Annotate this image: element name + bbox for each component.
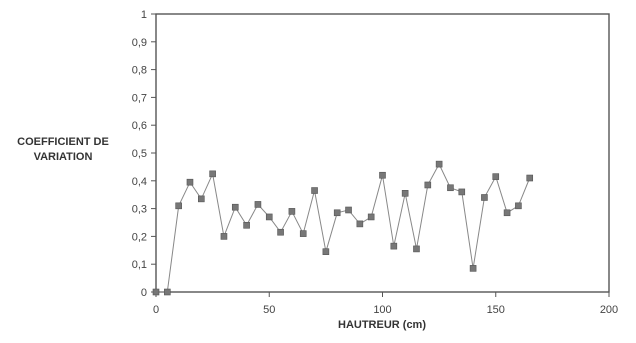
- data-point: [435, 160, 443, 168]
- y-tick-label: 0,2: [132, 231, 147, 243]
- y-tick-label: 0,1: [132, 259, 147, 271]
- data-point: [333, 209, 341, 217]
- data-point: [265, 213, 273, 221]
- data-point: [515, 202, 522, 210]
- y-tick-label: 0,7: [132, 92, 147, 104]
- y-tick-label: 0,6: [132, 120, 147, 132]
- data-point: [231, 203, 239, 211]
- plot-frame: [155, 13, 610, 293]
- data-point: [175, 202, 182, 210]
- data-point: [401, 190, 409, 197]
- y-axis-label-line: COEFFICIENT DE: [17, 136, 109, 148]
- y-axis-label: COEFFICIENT DE VARIATION: [17, 136, 109, 163]
- x-tick-label: 150: [487, 304, 505, 316]
- y-tick-label: 0,4: [132, 176, 147, 188]
- data-point: [152, 288, 160, 296]
- y-tick-label: 0: [141, 287, 147, 299]
- y-tick-label: 0,5: [132, 148, 147, 160]
- y-tick-label: 0,3: [132, 204, 147, 216]
- data-point: [503, 209, 511, 217]
- data-point: [526, 174, 534, 182]
- data-point: [345, 206, 352, 214]
- data-point: [481, 194, 488, 201]
- data-point: [390, 242, 398, 250]
- y-axis: 0 0,1 0,2 0,3 0,4 0,5 0,6 0,7 0,8 0,9 1: [132, 9, 156, 299]
- data-point: [220, 233, 228, 240]
- data-point: [186, 178, 194, 186]
- data-point: [243, 221, 250, 229]
- data-point: [413, 245, 420, 253]
- y-tick-label: 0,8: [132, 65, 147, 77]
- y-tick-label: 1: [141, 9, 147, 21]
- data-point: [209, 170, 216, 178]
- x-axis-label: HAUTREUR (cm): [338, 319, 426, 331]
- data-point: [356, 220, 364, 228]
- x-tick-label: 0: [153, 304, 159, 316]
- series-line: [156, 162, 531, 293]
- data-point: [458, 188, 466, 196]
- data-point: [322, 248, 330, 255]
- data-point: [277, 228, 284, 236]
- data-point: [492, 173, 500, 180]
- y-tick-label: 0,9: [132, 37, 147, 49]
- x-tick-label: 200: [600, 304, 618, 316]
- data-point: [367, 213, 375, 221]
- data-point: [254, 201, 262, 208]
- data-point: [198, 195, 205, 203]
- y-axis-label-line: VARIATION: [34, 151, 93, 163]
- data-point: [447, 184, 454, 192]
- data-point: [164, 288, 171, 296]
- x-tick-label: 100: [373, 304, 391, 316]
- data-point: [469, 265, 477, 272]
- data-point: [379, 171, 386, 179]
- data-point: [311, 187, 318, 194]
- x-axis: 0 50 100 150 200: [153, 292, 618, 316]
- x-tick-label: 50: [263, 304, 275, 316]
- data-point: [288, 208, 296, 215]
- data-point: [424, 181, 432, 189]
- data-point: [299, 230, 307, 237]
- data-series: [152, 160, 534, 296]
